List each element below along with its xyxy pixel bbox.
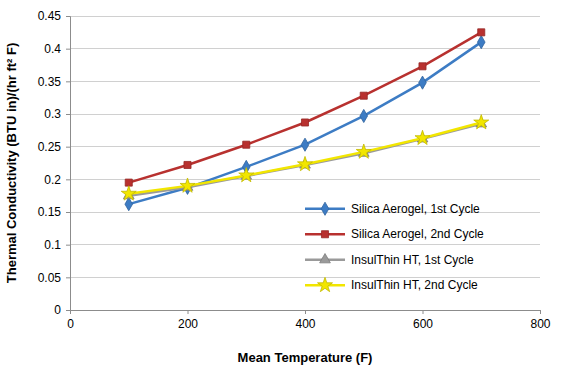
legend-item: Silica Aerogel, 2nd Cycle [305, 227, 484, 241]
marker [297, 156, 312, 170]
y-axis: 0 0.05 0.1 0.15 0.2 0.25 0.3 0.35 0.4 0.45 [38, 9, 71, 317]
line [129, 124, 482, 196]
tick: 0 [67, 310, 74, 331]
tick-label: 0.45 [38, 9, 62, 23]
tick-label: 800 [530, 317, 550, 331]
legend-item: InsulThin HT, 2nd Cycle [305, 277, 478, 292]
tick: 600 [413, 310, 433, 331]
marker [415, 130, 430, 144]
plot-area: 0 0.05 0.1 0.15 0.2 0.25 0.3 0.35 0.4 0.45 0 200 400… [38, 9, 551, 330]
tick-mark [66, 114, 70, 115]
marker [121, 186, 136, 200]
series [121, 115, 489, 200]
tick-mark [66, 212, 70, 213]
tick-mark [423, 310, 424, 314]
tick: 0.45 [38, 9, 70, 23]
legend-item: InsulThin HT, 1st Cycle [305, 253, 474, 267]
x-axis-title: Mean Temperature (F) [238, 350, 373, 365]
line [129, 42, 482, 204]
marker [419, 76, 427, 89]
marker [474, 115, 489, 129]
tick-label: 0.1 [44, 238, 61, 252]
tick: 400 [295, 310, 315, 331]
tick-label: 0.2 [44, 173, 61, 187]
line [129, 122, 482, 193]
tick-mark [66, 147, 70, 148]
tick: 0.05 [38, 271, 70, 285]
tick-mark [66, 179, 70, 180]
marker [239, 168, 254, 182]
tick-mark [305, 310, 306, 314]
legend-item: Silica Aerogel, 1st Cycle [305, 202, 480, 216]
legend-label: InsulThin HT, 2nd Cycle [351, 278, 478, 292]
legend-marker [317, 277, 332, 291]
marker [184, 161, 191, 168]
marker [125, 198, 133, 211]
marker [301, 138, 309, 151]
tick-label: 0.15 [38, 205, 62, 219]
tick-mark [66, 49, 70, 50]
series [125, 29, 485, 186]
tick-mark [188, 310, 189, 314]
tick: 200 [178, 310, 198, 331]
legend-marker [321, 202, 329, 215]
tick-mark [66, 277, 70, 278]
tick-mark [66, 310, 70, 311]
tick: 0 [54, 303, 70, 317]
grid-line [70, 16, 540, 17]
legend-label: InsulThin HT, 1st Cycle [351, 253, 474, 267]
axis-line [66, 17, 71, 311]
legend-label: Silica Aerogel, 1st Cycle [351, 202, 480, 216]
marker [360, 109, 368, 122]
marker [419, 63, 426, 70]
tick-mark [70, 310, 71, 314]
tick-mark [540, 310, 541, 314]
tick: 0.3 [44, 107, 70, 121]
tick-label: 200 [178, 317, 198, 331]
marker [243, 141, 250, 148]
grid-line [70, 114, 540, 115]
tick-label: 0.3 [44, 107, 61, 121]
y-axis-title: Thermal Conductivity (BTU in)/(hr ft² F) [4, 43, 19, 283]
grid-line [70, 244, 540, 245]
tick: 0.2 [44, 173, 70, 187]
tick-label: 400 [295, 317, 315, 331]
series [123, 118, 486, 199]
data-layer [121, 29, 489, 211]
chart: 0 0.05 0.1 0.15 0.2 0.25 0.3 0.35 0.4 0.45 0 200 400… [0, 0, 561, 372]
marker [478, 29, 485, 36]
tick-mark [66, 81, 70, 82]
tick: 800 [530, 310, 550, 331]
marker [477, 36, 485, 49]
grid [70, 16, 540, 310]
grid-line [70, 81, 540, 82]
tick: 0.35 [38, 75, 70, 89]
marker [360, 92, 367, 99]
legend: Silica Aerogel, 1st Cycle Silica Aerogel,… [305, 202, 484, 293]
tick-label: 0.4 [44, 42, 61, 56]
tick-label: 0 [54, 303, 61, 317]
marker [301, 119, 308, 126]
line [129, 32, 482, 182]
tick-label: 0.25 [38, 140, 62, 154]
tick-label: 0 [67, 317, 74, 331]
legend-label: Silica Aerogel, 2nd Cycle [351, 227, 484, 241]
tick-mark [66, 16, 70, 17]
marker [180, 178, 195, 192]
tick-label: 600 [413, 317, 433, 331]
tick: 0.4 [44, 42, 70, 56]
tick-label: 0.05 [38, 271, 62, 285]
legend-marker [320, 254, 331, 263]
tick-mark [66, 245, 70, 246]
x-axis: 0 200 400 600 800 [67, 310, 551, 331]
tick-label: 0.35 [38, 75, 62, 89]
axis-line [71, 311, 541, 315]
tick: 0.15 [38, 205, 70, 219]
marker [356, 144, 371, 158]
tick: 0.25 [38, 140, 70, 154]
tick: 0.1 [44, 238, 70, 252]
legend-marker [321, 231, 328, 238]
